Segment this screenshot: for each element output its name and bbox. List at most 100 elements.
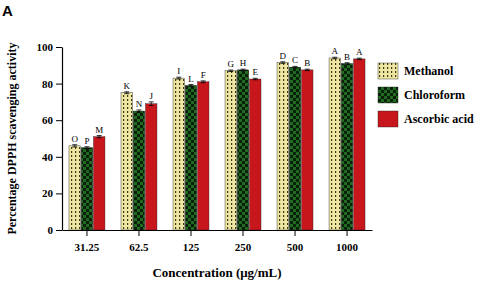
legend-label: Methanol (404, 64, 454, 78)
tick-mark (56, 84, 62, 85)
legend-swatch (378, 87, 398, 103)
y-tick: 80 (42, 78, 62, 90)
tick-label: 125 (183, 241, 200, 253)
tick-mark (56, 47, 62, 48)
tick-label: 500 (287, 241, 304, 253)
legend-label: Chloroform (404, 88, 465, 102)
error-bar (97, 136, 102, 138)
letters: OKIGDAPNLHCBMJFEBA (71, 46, 363, 145)
error-bar (357, 58, 362, 59)
axis-line (63, 230, 373, 231)
error-bar (84, 147, 89, 149)
legend-label: Ascorbic acid (404, 112, 474, 126)
y-tick: 40 (42, 151, 62, 163)
letter: P (84, 136, 89, 146)
bar (289, 67, 301, 230)
letter: O (71, 134, 78, 144)
tick-mark (190, 230, 191, 236)
bar (225, 71, 237, 230)
letter: F (201, 70, 206, 80)
bar (302, 70, 314, 230)
x-tick: 1000 (336, 230, 359, 253)
letter: D (280, 51, 287, 61)
letter: M (95, 125, 103, 135)
error-bar (136, 110, 141, 112)
y-tick: 60 (42, 114, 62, 126)
letter: J (149, 91, 153, 101)
error-bar (293, 66, 298, 67)
bar (249, 79, 261, 230)
letter: B (344, 52, 350, 62)
bar (81, 148, 93, 230)
bar (329, 58, 341, 230)
error-bar (332, 57, 337, 58)
letter: K (123, 81, 130, 91)
x-title: Concentration (μg/mL) (152, 265, 281, 280)
error-bar (124, 92, 129, 94)
legend-item: Methanol (378, 63, 454, 79)
error-bar (201, 81, 206, 83)
tick-label: 31.25 (75, 241, 100, 253)
bars (69, 57, 365, 230)
letter: A (332, 46, 339, 56)
x-tick: 31.25 (75, 230, 100, 253)
letter: I (177, 66, 180, 76)
bar (93, 137, 105, 230)
error-bar (176, 77, 181, 79)
tick-label: 60 (42, 114, 54, 126)
bar (277, 63, 289, 230)
legend-swatch (378, 111, 398, 127)
legend: Methanol Chloroform Ascorbic acid (378, 63, 474, 127)
error-bar (149, 102, 154, 106)
bar (69, 146, 81, 230)
tick-mark (138, 230, 139, 236)
tick-mark (295, 230, 296, 236)
letter: G (228, 59, 235, 69)
tick-label: 1000 (336, 241, 359, 253)
tick-mark (56, 193, 62, 194)
tick-label: 0 (48, 224, 54, 236)
error-bar (280, 62, 285, 63)
bar (237, 70, 249, 230)
error-bar (253, 78, 258, 79)
tick-mark (86, 230, 87, 236)
tick-mark (243, 230, 244, 236)
x-axis: 31.25 62.5 125 250 500 1000 (63, 230, 373, 253)
error-bar (188, 85, 193, 87)
axis-line (62, 48, 63, 231)
tick-mark (56, 157, 62, 158)
tick-label: 40 (42, 151, 54, 163)
letter: C (292, 55, 298, 65)
bar (121, 93, 133, 230)
tick-label: 250 (235, 241, 252, 253)
tick-mark (56, 120, 62, 121)
error-bar (345, 63, 350, 64)
letter: N (136, 99, 143, 109)
title: A (2, 2, 13, 19)
bar (354, 59, 366, 230)
y-tick: 0 (48, 224, 63, 236)
x-tick: 62.5 (129, 230, 149, 253)
letter: A (356, 47, 363, 57)
letter: L (188, 74, 194, 84)
letter: E (252, 67, 258, 77)
plot: OKIGDAPNLHCBMJFEBA02040608010031.2562.51… (37, 41, 373, 253)
tick-mark (56, 230, 62, 231)
error-bar (305, 69, 310, 70)
tick-label: 80 (42, 78, 54, 90)
tick-mark (347, 230, 348, 236)
error-bar (72, 145, 77, 147)
legend-item: Chloroform (378, 87, 465, 103)
legend-swatch (378, 63, 398, 79)
tick-label: 100 (37, 41, 54, 53)
x-tick: 250 (235, 230, 252, 253)
tick-label: 62.5 (129, 241, 149, 253)
bar (341, 63, 353, 230)
letter: H (240, 58, 247, 68)
bar (173, 78, 185, 230)
letter: B (304, 58, 310, 68)
x-tick: 125 (183, 230, 200, 253)
bar (185, 85, 197, 230)
bar (197, 82, 209, 230)
y-tick: 20 (42, 187, 62, 199)
